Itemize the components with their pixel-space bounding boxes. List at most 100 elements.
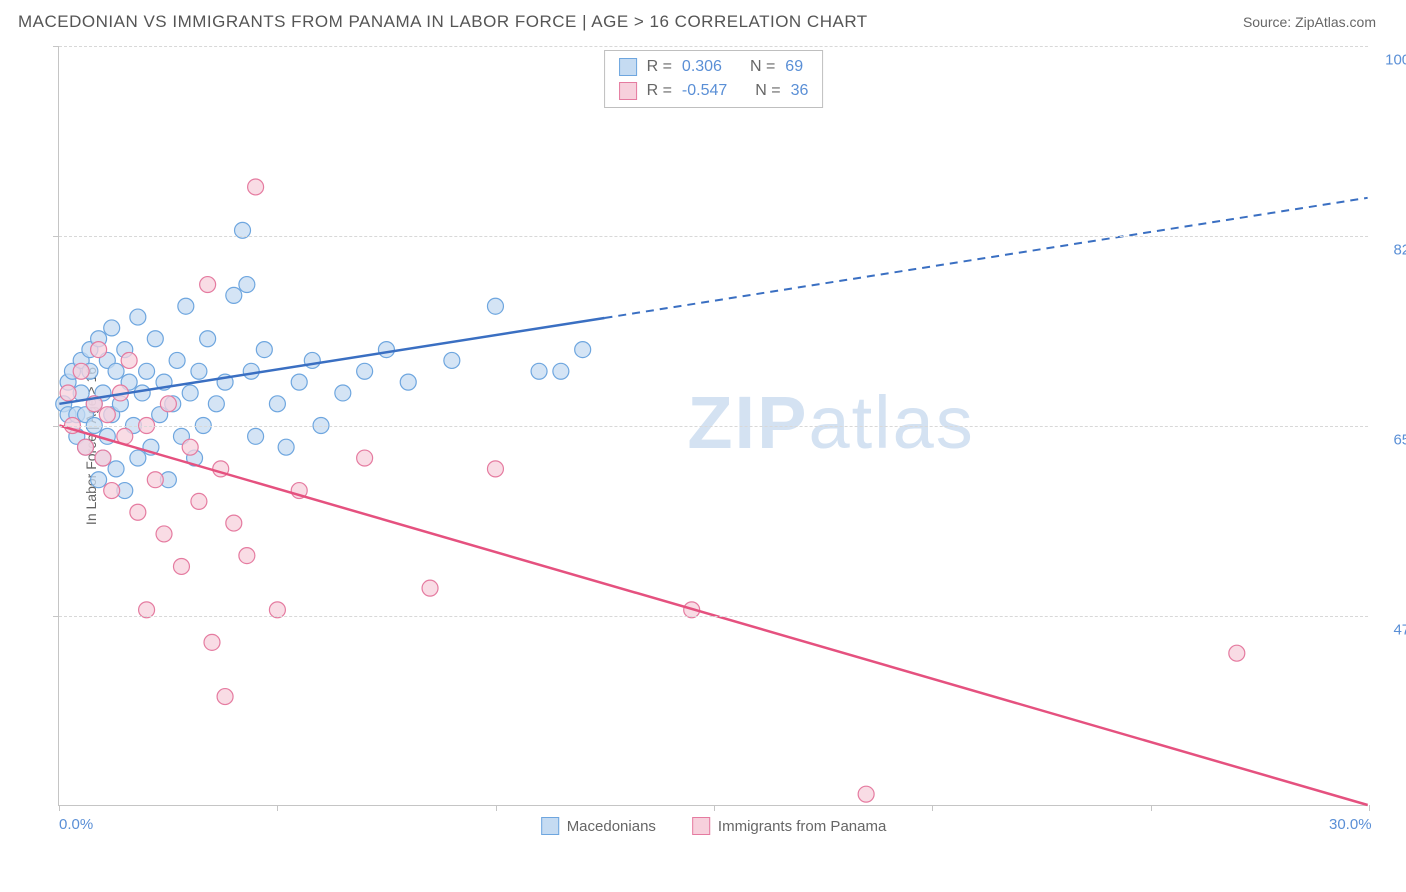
data-point bbox=[487, 461, 503, 477]
chart-title: MACEDONIAN VS IMMIGRANTS FROM PANAMA IN … bbox=[18, 12, 868, 32]
data-point bbox=[78, 439, 94, 455]
n-value-1: 69 bbox=[785, 55, 803, 79]
data-point bbox=[95, 450, 111, 466]
y-tick bbox=[53, 236, 59, 237]
data-point bbox=[147, 472, 163, 488]
data-point bbox=[108, 363, 124, 379]
x-tick-label: 0.0% bbox=[59, 816, 93, 833]
data-point bbox=[256, 342, 272, 358]
data-point bbox=[104, 483, 120, 499]
y-tick-label: 47.5% bbox=[1393, 622, 1406, 639]
legend-label-1: Macedonians bbox=[567, 818, 656, 835]
legend-item-1: Macedonians bbox=[541, 817, 656, 835]
data-point bbox=[239, 548, 255, 564]
data-point bbox=[208, 396, 224, 412]
data-point bbox=[108, 461, 124, 477]
data-point bbox=[248, 428, 264, 444]
legend-swatch-1 bbox=[541, 817, 559, 835]
gridline bbox=[59, 236, 1368, 237]
data-point bbox=[291, 374, 307, 390]
gridline bbox=[59, 426, 1368, 427]
data-point bbox=[487, 298, 503, 314]
gridline bbox=[59, 616, 1368, 617]
n-value-2: 36 bbox=[791, 79, 809, 103]
data-point bbox=[130, 504, 146, 520]
data-point bbox=[91, 342, 107, 358]
r-value-1: 0.306 bbox=[682, 55, 722, 79]
data-point bbox=[191, 363, 207, 379]
data-point bbox=[130, 309, 146, 325]
legend-label-2: Immigrants from Panama bbox=[718, 818, 886, 835]
data-point bbox=[858, 786, 874, 802]
data-point bbox=[91, 472, 107, 488]
data-point bbox=[99, 407, 115, 423]
data-point bbox=[204, 634, 220, 650]
data-point bbox=[182, 385, 198, 401]
y-tick bbox=[53, 426, 59, 427]
trend-line-dashed bbox=[604, 198, 1367, 318]
data-point bbox=[178, 298, 194, 314]
data-point bbox=[130, 450, 146, 466]
y-tick bbox=[53, 46, 59, 47]
data-point bbox=[191, 493, 207, 509]
data-point bbox=[160, 396, 176, 412]
data-point bbox=[357, 363, 373, 379]
data-point bbox=[200, 331, 216, 347]
y-tick bbox=[53, 616, 59, 617]
data-point bbox=[531, 363, 547, 379]
y-tick-label: 65.0% bbox=[1393, 432, 1406, 449]
data-point bbox=[378, 342, 394, 358]
data-point bbox=[269, 396, 285, 412]
data-point bbox=[104, 320, 120, 336]
n-label-2: N = bbox=[755, 79, 780, 103]
plot-area: ZIPatlas R = 0.306 N = 69 R = -0.547 N =… bbox=[58, 46, 1368, 806]
chart-container: In Labor Force | Age > 16 ZIPatlas R = 0… bbox=[18, 46, 1388, 846]
x-tick-label: 30.0% bbox=[1329, 816, 1372, 833]
legend-swatch-2 bbox=[692, 817, 710, 835]
data-point bbox=[444, 352, 460, 368]
y-tick-label: 100.0% bbox=[1385, 52, 1406, 69]
data-point bbox=[422, 580, 438, 596]
x-tick bbox=[277, 805, 278, 811]
correlation-stats-box: R = 0.306 N = 69 R = -0.547 N = 36 bbox=[604, 50, 824, 108]
y-tick-label: 82.5% bbox=[1393, 242, 1406, 259]
x-tick bbox=[496, 805, 497, 811]
data-point bbox=[60, 385, 76, 401]
stats-row-2: R = -0.547 N = 36 bbox=[619, 79, 809, 103]
data-point bbox=[169, 352, 185, 368]
legend-item-2: Immigrants from Panama bbox=[692, 817, 886, 835]
legend: Macedonians Immigrants from Panama bbox=[541, 817, 887, 835]
data-point bbox=[200, 277, 216, 293]
data-point bbox=[575, 342, 591, 358]
data-point bbox=[121, 352, 137, 368]
r-label-1: R = bbox=[647, 55, 672, 79]
data-point bbox=[335, 385, 351, 401]
r-value-2: -0.547 bbox=[682, 79, 727, 103]
data-point bbox=[357, 450, 373, 466]
data-point bbox=[217, 689, 233, 705]
data-point bbox=[226, 287, 242, 303]
data-point bbox=[173, 558, 189, 574]
x-tick bbox=[714, 805, 715, 811]
data-point bbox=[182, 439, 198, 455]
swatch-series-2 bbox=[619, 82, 637, 100]
data-point bbox=[139, 363, 155, 379]
data-point bbox=[147, 331, 163, 347]
data-point bbox=[248, 179, 264, 195]
data-point bbox=[156, 526, 172, 542]
x-tick bbox=[59, 805, 60, 811]
x-tick bbox=[932, 805, 933, 811]
data-point bbox=[73, 363, 89, 379]
data-point bbox=[226, 515, 242, 531]
gridline bbox=[59, 46, 1368, 47]
data-point bbox=[553, 363, 569, 379]
data-point bbox=[400, 374, 416, 390]
trend-line bbox=[59, 318, 604, 404]
r-label-2: R = bbox=[647, 79, 672, 103]
stats-row-1: R = 0.306 N = 69 bbox=[619, 55, 809, 79]
data-point bbox=[278, 439, 294, 455]
swatch-series-1 bbox=[619, 58, 637, 76]
source-label: Source: ZipAtlas.com bbox=[1243, 14, 1376, 30]
x-tick bbox=[1151, 805, 1152, 811]
n-label-1: N = bbox=[750, 55, 775, 79]
